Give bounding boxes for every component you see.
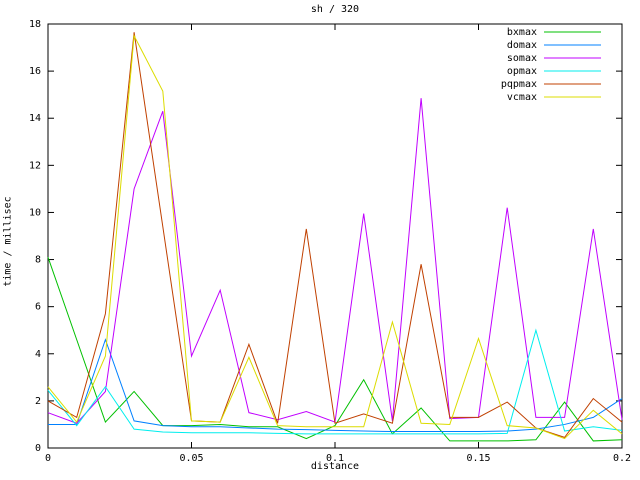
series-domax bbox=[48, 338, 623, 433]
legend-label-opmax: opmax bbox=[507, 66, 537, 77]
chart-title: sh / 320 bbox=[310, 4, 360, 15]
series-vcmax bbox=[47, 34, 623, 440]
legend-label-pqpmax: pqpmax bbox=[501, 79, 537, 90]
series-somax bbox=[47, 98, 623, 424]
x-axis-label: distance bbox=[310, 461, 360, 472]
y-tick-label: 16 bbox=[29, 66, 41, 77]
y-tick-label: 18 bbox=[29, 19, 41, 30]
legend-label-domax: domax bbox=[507, 40, 537, 51]
x-tick-label: 0 bbox=[45, 453, 51, 464]
y-tick-label: 14 bbox=[29, 113, 41, 124]
y-tick-label: 6 bbox=[35, 302, 41, 313]
y-tick-label: 10 bbox=[29, 207, 41, 218]
legend-label-somax: somax bbox=[507, 53, 537, 64]
x-tick-label: 0.05 bbox=[179, 453, 203, 464]
legend-label-vcmax: vcmax bbox=[507, 92, 537, 103]
series-pqpmax bbox=[47, 32, 623, 438]
y-tick-label: 0 bbox=[35, 443, 41, 454]
y-tick-label: 4 bbox=[35, 349, 41, 360]
series-bxmax bbox=[47, 257, 623, 442]
series-opmax bbox=[47, 328, 623, 435]
x-tick-label: 0.15 bbox=[466, 453, 490, 464]
y-tick-label: 8 bbox=[35, 255, 41, 266]
x-tick-label: 0.1 bbox=[326, 453, 344, 464]
y-axis-label: time / millisec bbox=[2, 196, 14, 287]
legend-label-bxmax: bxmax bbox=[507, 27, 537, 38]
y-tick-label: 12 bbox=[29, 160, 41, 171]
x-tick-label: 0.2 bbox=[613, 453, 631, 464]
y-tick-label: 2 bbox=[35, 396, 41, 407]
